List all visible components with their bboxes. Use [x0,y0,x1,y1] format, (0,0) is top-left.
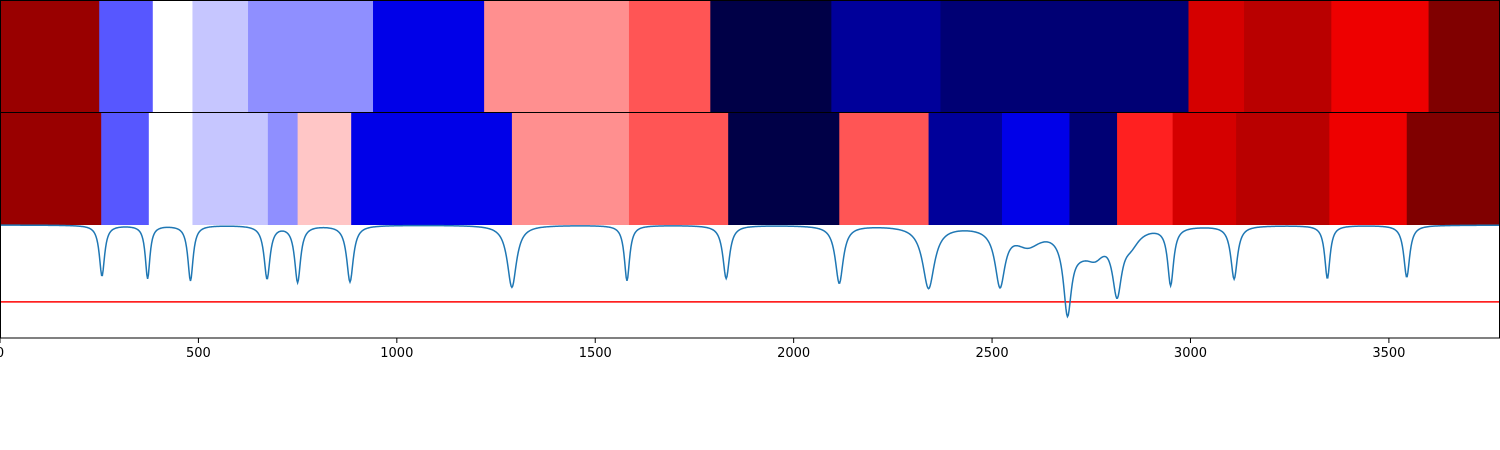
x-tick-label: 3500 [1372,346,1405,361]
spectrum-panel [0,225,1500,338]
heatmap-cell [1001,113,1070,225]
heatmap-cell [628,113,729,225]
heatmap-cell [192,113,269,225]
heatmap-cell [248,0,374,112]
heatmap-cell [101,113,150,225]
x-axis: 0 500 1000 1500 2000 2500 3000 3500 [0,338,1405,361]
heatmap-cell [1069,113,1118,225]
heatmap-cell [831,0,941,112]
heatmap-cell [928,113,1003,225]
x-tick-label: 500 [186,346,211,361]
heatmap-cell [0,0,100,112]
heatmap-cell [351,113,513,225]
x-tick-label: 2000 [777,346,810,361]
heatmap-cell [1331,0,1430,112]
heatmap-cell [484,0,630,112]
heatmap-cell [1117,113,1174,225]
heatmap-cell [1406,113,1500,225]
heatmap-cell [99,0,154,112]
heatmap-cell [511,113,630,225]
heatmap-cell [148,113,193,225]
heatmap-cell [297,113,352,225]
heatmap-cell [839,113,930,225]
heatmap-row-2 [0,113,1500,225]
heatmap-cell [710,0,832,112]
x-tick-label: 3000 [1174,346,1207,361]
heatmap-cell [373,0,485,112]
heatmap-cell [628,0,711,112]
heatmap-row-1 [0,0,1500,112]
heatmap-cell [940,0,1189,112]
heatmap-cell [728,113,840,225]
heatmap-cell [267,113,299,225]
heatmap-cell [0,113,102,225]
x-tick-label: 1500 [579,346,612,361]
spectrum-line [0,224,1500,319]
heatmap-cell [1172,113,1237,225]
heatmap-cell [1236,113,1330,225]
heatmap-cell [1329,113,1408,225]
x-tick-label: 0 [0,346,4,361]
heatmap-cell [1244,0,1332,112]
heatmap-cell [152,0,193,112]
heatmap-cell [1188,0,1245,112]
x-tick-label: 2500 [976,346,1009,361]
x-tick-label: 1000 [380,346,413,361]
heatmap-cell [1428,0,1500,112]
heatmap-cell [192,0,249,112]
